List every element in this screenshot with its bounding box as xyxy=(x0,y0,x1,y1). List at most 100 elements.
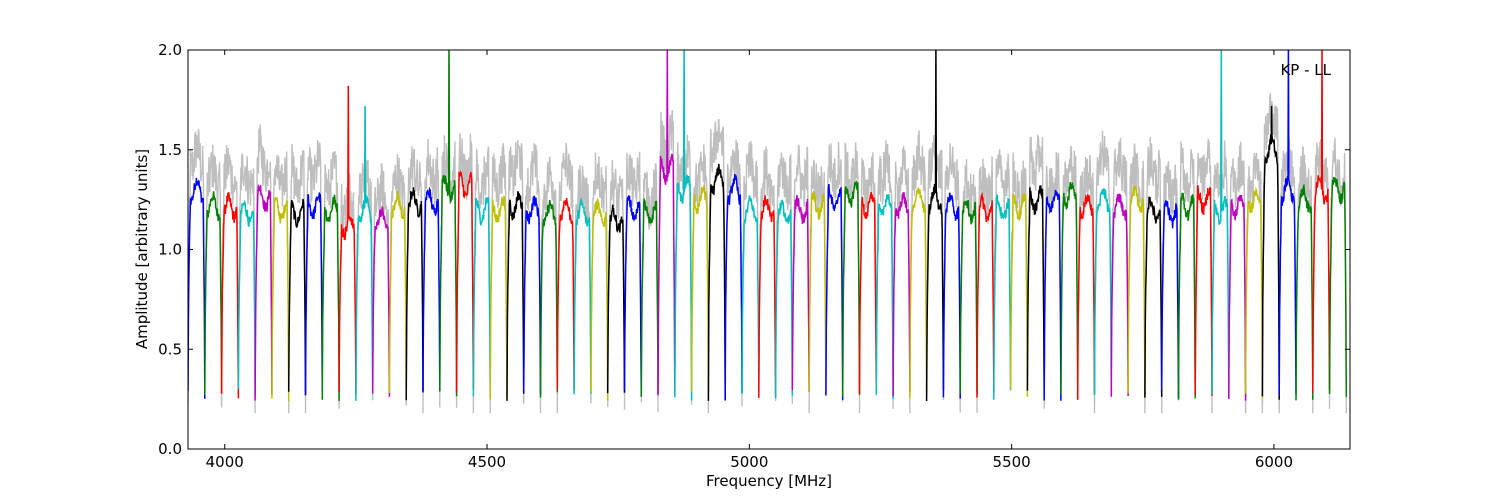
channel-series-58 xyxy=(1160,200,1180,399)
background-series-58 xyxy=(1160,161,1180,414)
channel-series-59 xyxy=(1177,192,1196,400)
background-series-38 xyxy=(825,141,844,396)
channel-series-9 xyxy=(338,85,357,395)
background-series-23 xyxy=(573,164,592,404)
background-series-24 xyxy=(590,152,609,403)
x-tick-label: 6000 xyxy=(1255,453,1293,471)
background-series-17 xyxy=(472,146,491,394)
background-series-40 xyxy=(858,152,877,414)
background-series-13 xyxy=(405,146,424,406)
x-tick-label: 5500 xyxy=(993,453,1031,471)
channel-series-33 xyxy=(741,195,760,394)
channel-series-66 xyxy=(1295,184,1314,401)
background-series-51 xyxy=(1043,151,1062,409)
background-series-2 xyxy=(220,144,240,403)
channel-series-49 xyxy=(1009,192,1029,397)
background-series-45 xyxy=(942,143,961,413)
background-series-53 xyxy=(1076,154,1096,405)
channel-series-32 xyxy=(724,173,743,400)
channel-series-41 xyxy=(875,194,894,400)
background-series-12 xyxy=(388,154,407,389)
y-tick-label: 1.0 xyxy=(158,241,182,259)
background-series-39 xyxy=(842,142,861,403)
channel-series-29 xyxy=(674,50,693,401)
channel-series-3 xyxy=(237,200,256,396)
background-series-68 xyxy=(1328,137,1348,414)
channel-series-10 xyxy=(355,105,374,401)
channel-series-36 xyxy=(791,194,810,392)
channel-series-2 xyxy=(220,192,240,399)
background-series-30 xyxy=(690,144,710,414)
background-series-36 xyxy=(791,144,810,404)
background-series-0 xyxy=(188,128,206,405)
background-series-60 xyxy=(1194,138,1213,414)
background-series-48 xyxy=(993,149,1012,388)
background-series-1 xyxy=(204,144,223,408)
background-series-41 xyxy=(875,140,894,392)
channel-series-11 xyxy=(371,206,391,397)
background-series-layer xyxy=(188,50,1348,414)
background-series-37 xyxy=(808,159,827,414)
background-series-18 xyxy=(489,143,508,414)
background-series-55 xyxy=(1110,137,1129,376)
background-series-46 xyxy=(959,159,978,395)
plot-frame xyxy=(187,49,1351,450)
channel-series-7 xyxy=(304,192,324,396)
channel-series-14 xyxy=(422,186,441,393)
channel-series-24 xyxy=(590,198,609,401)
background-series-21 xyxy=(539,156,558,397)
background-series-3 xyxy=(237,152,256,414)
channel-series-layer xyxy=(188,50,1348,402)
y-tick-label: 1.5 xyxy=(158,141,182,159)
background-series-34 xyxy=(758,146,777,389)
background-series-62 xyxy=(1228,141,1247,414)
channel-series-39 xyxy=(841,179,861,398)
background-series-27 xyxy=(640,162,659,412)
channel-series-18 xyxy=(489,195,508,400)
channel-series-12 xyxy=(388,190,407,394)
channel-series-40 xyxy=(858,191,878,394)
y-axis-label: Amplitude [arbitrary units] xyxy=(133,149,151,349)
background-series-5 xyxy=(271,151,290,394)
channel-series-47 xyxy=(976,192,995,398)
channel-series-17 xyxy=(472,196,491,397)
background-series-33 xyxy=(741,140,760,378)
channel-series-68 xyxy=(1328,177,1348,397)
channel-series-19 xyxy=(506,191,525,401)
channel-series-42 xyxy=(892,192,911,397)
background-series-14 xyxy=(422,138,441,414)
channel-series-62 xyxy=(1228,194,1247,401)
background-series-19 xyxy=(506,140,525,404)
x-axis: 4000 4500 5000 5500 6000 xyxy=(206,50,1293,471)
background-series-49 xyxy=(1009,152,1029,384)
channel-series-23 xyxy=(573,197,592,394)
channel-series-57 xyxy=(1144,196,1163,398)
background-series-26 xyxy=(623,151,642,410)
background-series-42 xyxy=(892,145,911,414)
channel-series-67 xyxy=(1312,50,1331,393)
channel-series-26 xyxy=(623,195,643,397)
channel-series-35 xyxy=(774,199,794,398)
channel-series-44 xyxy=(925,50,945,402)
channel-series-61 xyxy=(1211,50,1230,400)
background-series-52 xyxy=(1060,145,1079,385)
background-series-63 xyxy=(1244,152,1264,414)
background-series-57 xyxy=(1144,136,1163,414)
channel-series-31 xyxy=(707,163,726,401)
channel-series-63 xyxy=(1244,186,1264,398)
background-series-22 xyxy=(556,142,575,414)
channel-series-46 xyxy=(959,199,978,394)
background-series-31 xyxy=(707,118,726,389)
channel-series-38 xyxy=(825,183,844,400)
channel-series-8 xyxy=(321,194,340,402)
channel-series-54 xyxy=(1093,188,1113,397)
channel-series-20 xyxy=(522,195,542,395)
channel-series-64 xyxy=(1261,105,1280,400)
x-tick-label: 4500 xyxy=(468,453,506,471)
y-axis: 0.0 0.5 1.0 1.5 2.0 xyxy=(158,41,1350,458)
background-series-56 xyxy=(1127,143,1146,401)
background-series-54 xyxy=(1093,130,1113,414)
x-tick-label: 4000 xyxy=(206,453,244,471)
